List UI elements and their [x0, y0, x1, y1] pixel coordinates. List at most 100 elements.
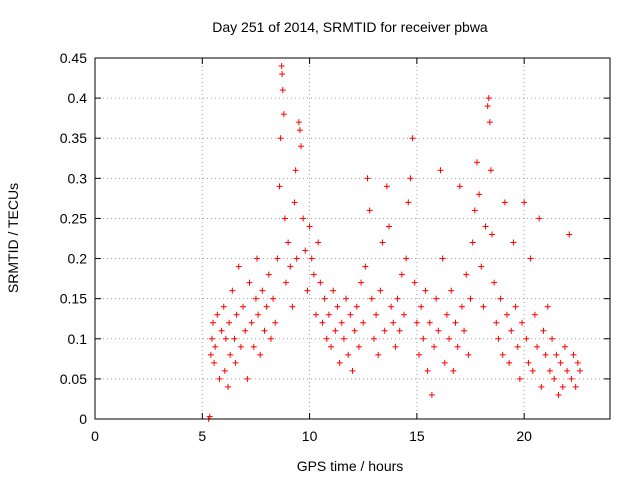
data-point [330, 287, 337, 294]
data-point [446, 335, 453, 342]
data-point [267, 335, 274, 342]
data-point [540, 327, 547, 334]
data-point [310, 271, 317, 278]
data-point [416, 351, 423, 358]
chart-title: Day 251 of 2014, SRMTID for receiver pbw… [212, 19, 488, 35]
data-point [265, 271, 272, 278]
data-point [534, 343, 541, 350]
data-point [428, 391, 435, 398]
data-point [368, 295, 375, 302]
y-tick-label: 0.35 [60, 130, 87, 146]
data-point [332, 327, 339, 334]
x-axis-label: GPS time / hours [297, 458, 404, 474]
data-point [334, 303, 341, 310]
data-point [255, 311, 262, 318]
data-point [364, 175, 371, 182]
data-point [300, 215, 307, 222]
data-point [542, 351, 549, 358]
data-point [448, 287, 455, 294]
data-point [433, 295, 440, 302]
data-point [328, 343, 335, 350]
data-point [218, 327, 225, 334]
data-point [570, 351, 577, 358]
data-point [319, 319, 326, 326]
data-point [491, 279, 498, 286]
data-point [516, 375, 523, 382]
data-point [280, 111, 287, 118]
data-point [480, 303, 487, 310]
data-point [398, 271, 405, 278]
data-point [242, 327, 249, 334]
data-point [396, 327, 403, 334]
data-point [353, 303, 360, 310]
data-point [385, 223, 392, 230]
data-point [463, 271, 470, 278]
data-point [226, 319, 233, 326]
data-point [566, 231, 573, 238]
y-tick-label: 0.45 [60, 50, 87, 66]
data-point [282, 279, 289, 286]
data-point [529, 367, 536, 374]
data-point [225, 383, 232, 390]
data-point [467, 295, 474, 302]
data-point [277, 135, 284, 142]
data-point [244, 375, 251, 382]
data-point [443, 311, 450, 318]
data-point [476, 191, 483, 198]
x-tick-label: 15 [409, 428, 425, 444]
data-point [499, 351, 506, 358]
data-point [439, 255, 446, 262]
data-point [358, 279, 365, 286]
data-point [261, 327, 268, 334]
data-point [527, 255, 534, 262]
data-point [235, 263, 242, 270]
data-point [377, 287, 384, 294]
data-point [343, 295, 350, 302]
data-point [220, 303, 227, 310]
data-point [340, 335, 347, 342]
data-point [557, 359, 564, 366]
data-point [370, 335, 377, 342]
x-tick-label: 20 [516, 428, 532, 444]
data-point [208, 335, 215, 342]
data-point [531, 311, 538, 318]
data-point [292, 167, 299, 174]
data-point [431, 343, 438, 350]
data-point [351, 327, 358, 334]
grid [95, 58, 610, 419]
data-point [317, 279, 324, 286]
data-point [407, 175, 414, 182]
data-point [388, 303, 395, 310]
data-point [553, 351, 560, 358]
data-point [424, 367, 431, 374]
y-ticks: 0 0.05 0.1 0.15 0.2 0.25 0.3 0.35 0.4 0.45 [60, 50, 610, 427]
data-point [454, 343, 461, 350]
data-point [252, 295, 259, 302]
data-point [420, 335, 427, 342]
data-point [347, 311, 354, 318]
data-point [426, 319, 433, 326]
data-point [308, 255, 315, 262]
data-point [514, 343, 521, 350]
data-point [495, 335, 502, 342]
data-point [259, 287, 266, 294]
data-point [485, 95, 492, 102]
data-point [484, 103, 491, 110]
y-axis-label: SRMTID / TECUs [5, 183, 21, 293]
data-point [521, 199, 528, 206]
data-point [576, 367, 583, 374]
data-point [525, 359, 532, 366]
data-point [281, 215, 288, 222]
data-point [471, 207, 478, 214]
data-point [555, 391, 562, 398]
data-point [296, 127, 303, 134]
data-point [392, 343, 399, 350]
data-point [437, 167, 444, 174]
data-point [323, 335, 330, 342]
data-point [254, 255, 261, 262]
data-point [549, 335, 556, 342]
axes-frame [94, 57, 611, 420]
data-point [375, 351, 382, 358]
